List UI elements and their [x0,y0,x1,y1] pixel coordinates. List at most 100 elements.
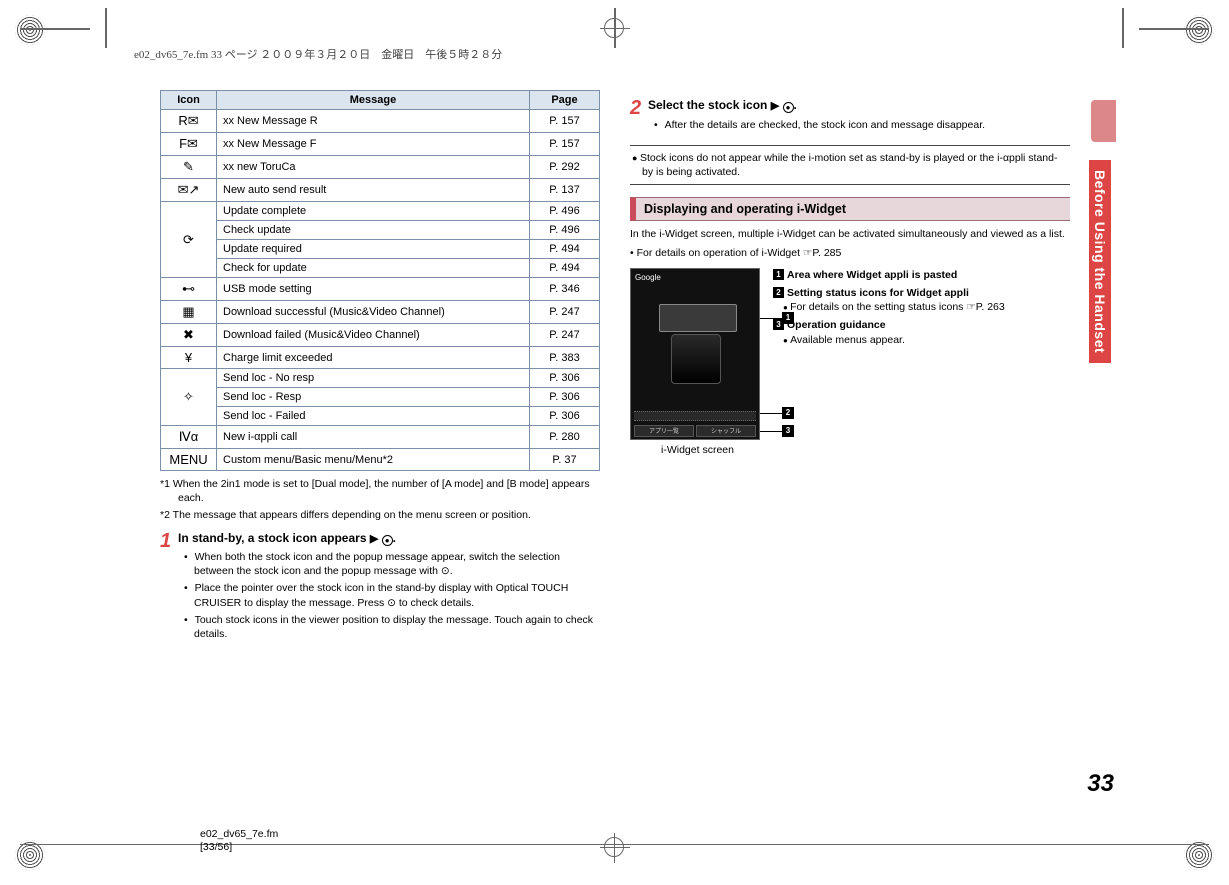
message-cell: Charge limit exceeded [217,347,530,369]
page-cell: P. 383 [530,347,600,369]
message-cell: Custom menu/Basic menu/Menu*2 [217,449,530,471]
message-cell: Send loc - Failed [217,407,530,426]
icon-cell: ⊷ [161,278,217,301]
table-row: ✎xx new ToruCaP. 292 [161,156,600,179]
step-1-bullets: When both the stock icon and the popup m… [178,550,600,641]
page-cell: P. 306 [530,407,600,426]
table-row: Send loc - FailedP. 306 [161,407,600,426]
step-number: 1 [160,531,178,645]
step-2-bullets: After the details are checked, the stock… [648,118,1070,132]
prepress-header: e02_dv65_7e.fm 33 ページ ２００９年３月２０日 金曜日 午後５… [134,46,502,62]
right-column: 2 Select the stock icon ▶ ●. After the d… [630,90,1070,644]
note-box: Stock icons do not appear while the i-mo… [630,145,1070,185]
footer-line-1: e02_dv65_7e.fm [200,828,278,842]
legend-3-title: Operation guidance [787,319,886,331]
message-cell: USB mode setting [217,278,530,301]
message-cell: xx New Message F [217,133,530,156]
crop-mark [1122,8,1124,48]
phone-softkey: アプリ一覧 [634,425,694,437]
registration-mark-icon [604,837,624,857]
step-2-title: Select the stock icon ▶ ●. [648,98,1070,114]
callout-line [760,413,782,414]
phone-character [671,334,721,384]
th-page: Page [530,91,600,110]
table-row: R✉xx New Message RP. 157 [161,110,600,133]
widget-legend: 1Area where Widget appli is pasted 2Sett… [773,268,1070,456]
page-number: 33 [1087,770,1114,798]
table-row: ¥Charge limit exceededP. 383 [161,347,600,369]
section-bullet: For details on operation of i-Widget ☞P.… [630,246,1070,260]
page-cell: P. 494 [530,259,600,278]
table-row: Check for updateP. 494 [161,259,600,278]
step-title-text: In stand-by, a stock icon appears [178,531,367,545]
phone-status-row [634,411,756,421]
page-cell: P. 137 [530,179,600,202]
step-title-end: . [794,98,797,112]
callout-3: 3 [782,425,794,437]
page-cell: P. 496 [530,202,600,221]
crop-mark [20,28,90,30]
page-cell: P. 306 [530,369,600,388]
page-cell: P. 306 [530,388,600,407]
message-cell: Send loc - Resp [217,388,530,407]
message-cell: New i-αppli call [217,426,530,449]
footnote-1: *1 When the 2in1 mode is set to [Dual mo… [160,477,600,505]
page-cell: P. 157 [530,133,600,156]
table-row: Update requiredP. 494 [161,240,600,259]
table-row: ✖Download failed (Music&Video Channel)P.… [161,324,600,347]
phone-softkey: シャッフル [696,425,756,437]
arrow-icon: ▶ [370,533,378,545]
section-intro: In the i-Widget screen, multiple i-Widge… [630,227,1070,242]
callout-2: 2 [782,407,794,419]
page-cell: P. 292 [530,156,600,179]
crop-mark [1139,28,1209,30]
icon-cell: Ⅳα [161,426,217,449]
section-side-label: Before Using the Handset [1089,160,1111,363]
step-1: 1 In stand-by, a stock icon appears ▶ ●.… [160,531,600,645]
message-cell: Send loc - No resp [217,369,530,388]
table-row: ▦Download successful (Music&Video Channe… [161,301,600,324]
footnote-2: *2 The message that appears differs depe… [160,508,600,522]
legend-1-title: Area where Widget appli is pasted [787,269,957,281]
page-cell: P. 37 [530,449,600,471]
icon-cell: ✧ [161,369,217,426]
icon-cell: ⟳ [161,202,217,278]
left-column: Icon Message Page R✉xx New Message RP. 1… [160,90,600,644]
table-row: ✉↗New auto send resultP. 137 [161,179,600,202]
message-cell: Download failed (Music&Video Channel) [217,324,530,347]
callout-line [760,318,782,319]
table-row: MENUCustom menu/Basic menu/Menu*2P. 37 [161,449,600,471]
phone-caption: i-Widget screen [630,444,765,456]
message-cell: Update required [217,240,530,259]
icon-cell: ✉↗ [161,179,217,202]
icon-message-table: Icon Message Page R✉xx New Message RP. 1… [160,90,600,471]
message-cell: xx New Message R [217,110,530,133]
crop-target-icon [1184,15,1214,45]
icon-cell: ✖ [161,324,217,347]
step-title-end: . [393,531,396,545]
table-row: ⊷USB mode settingP. 346 [161,278,600,301]
message-cell: Check for update [217,259,530,278]
note-text: Stock icons do not appear while the i-mo… [632,151,1068,179]
table-row: Send loc - RespP. 306 [161,388,600,407]
step-1-title: In stand-by, a stock icon appears ▶ ●. [178,531,600,547]
legend-num-icon: 1 [773,269,784,280]
message-cell: Update complete [217,202,530,221]
step-number: 2 [630,98,648,135]
table-row: Check updateP. 496 [161,221,600,240]
phone-widget-area [659,304,737,332]
phone-logo: Google [635,273,661,282]
ok-key-icon: ● [783,102,794,113]
page-cell: P. 346 [530,278,600,301]
step-title-text: Select the stock icon [648,98,767,112]
message-cell: New auto send result [217,179,530,202]
icon-cell: ✎ [161,156,217,179]
crop-target-icon [15,15,45,45]
icon-cell: MENU [161,449,217,471]
table-row: ⟳Update completeP. 496 [161,202,600,221]
side-color-tab [1091,100,1116,142]
page-cell: P. 494 [530,240,600,259]
registration-mark-icon [604,18,624,38]
message-cell: Download successful (Music&Video Channel… [217,301,530,324]
footer-line-2: [33/56] [200,841,278,855]
